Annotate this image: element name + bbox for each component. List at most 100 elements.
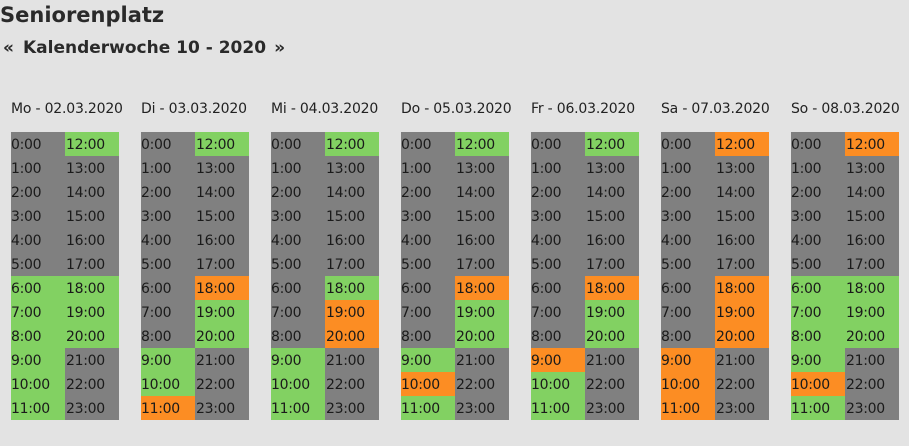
time-slot[interactable]: 9:00 xyxy=(401,348,455,372)
time-slot[interactable]: 6:00 xyxy=(141,276,195,300)
time-slot[interactable]: 0:00 xyxy=(271,132,325,156)
time-slot[interactable]: 14:00 xyxy=(195,180,249,204)
time-slot[interactable]: 1:00 xyxy=(271,156,325,180)
time-slot[interactable]: 11:00 xyxy=(271,396,325,420)
time-slot[interactable]: 10:00 xyxy=(141,372,195,396)
time-slot[interactable]: 4:00 xyxy=(791,228,845,252)
time-slot[interactable]: 4:00 xyxy=(531,228,585,252)
time-slot[interactable]: 18:00 xyxy=(455,276,509,300)
time-slot[interactable]: 9:00 xyxy=(531,348,585,372)
time-slot[interactable]: 11:00 xyxy=(11,396,65,420)
time-slot[interactable]: 17:00 xyxy=(845,252,899,276)
time-slot[interactable]: 6:00 xyxy=(791,276,845,300)
time-slot[interactable]: 1:00 xyxy=(401,156,455,180)
time-slot[interactable]: 8:00 xyxy=(791,324,845,348)
time-slot[interactable]: 16:00 xyxy=(65,228,119,252)
time-slot[interactable]: 16:00 xyxy=(585,228,639,252)
time-slot[interactable]: 16:00 xyxy=(715,228,769,252)
time-slot[interactable]: 8:00 xyxy=(661,324,715,348)
time-slot[interactable]: 13:00 xyxy=(845,156,899,180)
time-slot[interactable]: 13:00 xyxy=(585,156,639,180)
time-slot[interactable]: 9:00 xyxy=(141,348,195,372)
time-slot[interactable]: 20:00 xyxy=(845,324,899,348)
time-slot[interactable]: 2:00 xyxy=(11,180,65,204)
time-slot[interactable]: 7:00 xyxy=(661,300,715,324)
time-slot[interactable]: 3:00 xyxy=(661,204,715,228)
time-slot[interactable]: 11:00 xyxy=(401,396,455,420)
time-slot[interactable]: 15:00 xyxy=(845,204,899,228)
time-slot[interactable]: 10:00 xyxy=(271,372,325,396)
time-slot[interactable]: 11:00 xyxy=(661,396,715,420)
time-slot[interactable]: 14:00 xyxy=(325,180,379,204)
time-slot[interactable]: 8:00 xyxy=(11,324,65,348)
time-slot[interactable]: 16:00 xyxy=(325,228,379,252)
time-slot[interactable]: 10:00 xyxy=(791,372,845,396)
time-slot[interactable]: 13:00 xyxy=(325,156,379,180)
time-slot[interactable]: 19:00 xyxy=(325,300,379,324)
time-slot[interactable]: 5:00 xyxy=(531,252,585,276)
time-slot[interactable]: 12:00 xyxy=(195,132,249,156)
time-slot[interactable]: 18:00 xyxy=(325,276,379,300)
time-slot[interactable]: 6:00 xyxy=(271,276,325,300)
time-slot[interactable]: 10:00 xyxy=(401,372,455,396)
time-slot[interactable]: 10:00 xyxy=(11,372,65,396)
time-slot[interactable]: 23:00 xyxy=(455,396,509,420)
time-slot[interactable]: 2:00 xyxy=(271,180,325,204)
time-slot[interactable]: 18:00 xyxy=(585,276,639,300)
time-slot[interactable]: 18:00 xyxy=(845,276,899,300)
time-slot[interactable]: 18:00 xyxy=(715,276,769,300)
time-slot[interactable]: 14:00 xyxy=(65,180,119,204)
time-slot[interactable]: 15:00 xyxy=(585,204,639,228)
time-slot[interactable]: 7:00 xyxy=(141,300,195,324)
time-slot[interactable]: 17:00 xyxy=(65,252,119,276)
time-slot[interactable]: 12:00 xyxy=(715,132,769,156)
next-week-button[interactable]: » xyxy=(274,38,286,58)
prev-week-button[interactable]: « xyxy=(3,38,14,58)
time-slot[interactable]: 3:00 xyxy=(531,204,585,228)
time-slot[interactable]: 23:00 xyxy=(195,396,249,420)
time-slot[interactable]: 13:00 xyxy=(195,156,249,180)
time-slot[interactable]: 19:00 xyxy=(715,300,769,324)
time-slot[interactable]: 13:00 xyxy=(65,156,119,180)
time-slot[interactable]: 3:00 xyxy=(791,204,845,228)
time-slot[interactable]: 5:00 xyxy=(141,252,195,276)
time-slot[interactable]: 5:00 xyxy=(791,252,845,276)
time-slot[interactable]: 2:00 xyxy=(141,180,195,204)
time-slot[interactable]: 4:00 xyxy=(271,228,325,252)
time-slot[interactable]: 15:00 xyxy=(325,204,379,228)
time-slot[interactable]: 1:00 xyxy=(141,156,195,180)
time-slot[interactable]: 21:00 xyxy=(845,348,899,372)
time-slot[interactable]: 1:00 xyxy=(791,156,845,180)
time-slot[interactable]: 7:00 xyxy=(271,300,325,324)
time-slot[interactable]: 15:00 xyxy=(715,204,769,228)
time-slot[interactable]: 3:00 xyxy=(271,204,325,228)
time-slot[interactable]: 23:00 xyxy=(845,396,899,420)
time-slot[interactable]: 4:00 xyxy=(11,228,65,252)
time-slot[interactable]: 22:00 xyxy=(455,372,509,396)
time-slot[interactable]: 12:00 xyxy=(65,132,119,156)
time-slot[interactable]: 22:00 xyxy=(195,372,249,396)
time-slot[interactable]: 5:00 xyxy=(271,252,325,276)
time-slot[interactable]: 20:00 xyxy=(65,324,119,348)
time-slot[interactable]: 11:00 xyxy=(531,396,585,420)
time-slot[interactable]: 17:00 xyxy=(195,252,249,276)
time-slot[interactable]: 19:00 xyxy=(845,300,899,324)
time-slot[interactable]: 19:00 xyxy=(455,300,509,324)
time-slot[interactable]: 20:00 xyxy=(325,324,379,348)
time-slot[interactable]: 9:00 xyxy=(11,348,65,372)
time-slot[interactable]: 3:00 xyxy=(141,204,195,228)
time-slot[interactable]: 22:00 xyxy=(585,372,639,396)
time-slot[interactable]: 12:00 xyxy=(455,132,509,156)
time-slot[interactable]: 9:00 xyxy=(271,348,325,372)
time-slot[interactable]: 1:00 xyxy=(661,156,715,180)
time-slot[interactable]: 14:00 xyxy=(455,180,509,204)
time-slot[interactable]: 19:00 xyxy=(585,300,639,324)
time-slot[interactable]: 4:00 xyxy=(141,228,195,252)
time-slot[interactable]: 6:00 xyxy=(661,276,715,300)
time-slot[interactable]: 20:00 xyxy=(455,324,509,348)
time-slot[interactable]: 19:00 xyxy=(65,300,119,324)
time-slot[interactable]: 23:00 xyxy=(65,396,119,420)
time-slot[interactable]: 7:00 xyxy=(791,300,845,324)
time-slot[interactable]: 18:00 xyxy=(195,276,249,300)
time-slot[interactable]: 21:00 xyxy=(65,348,119,372)
